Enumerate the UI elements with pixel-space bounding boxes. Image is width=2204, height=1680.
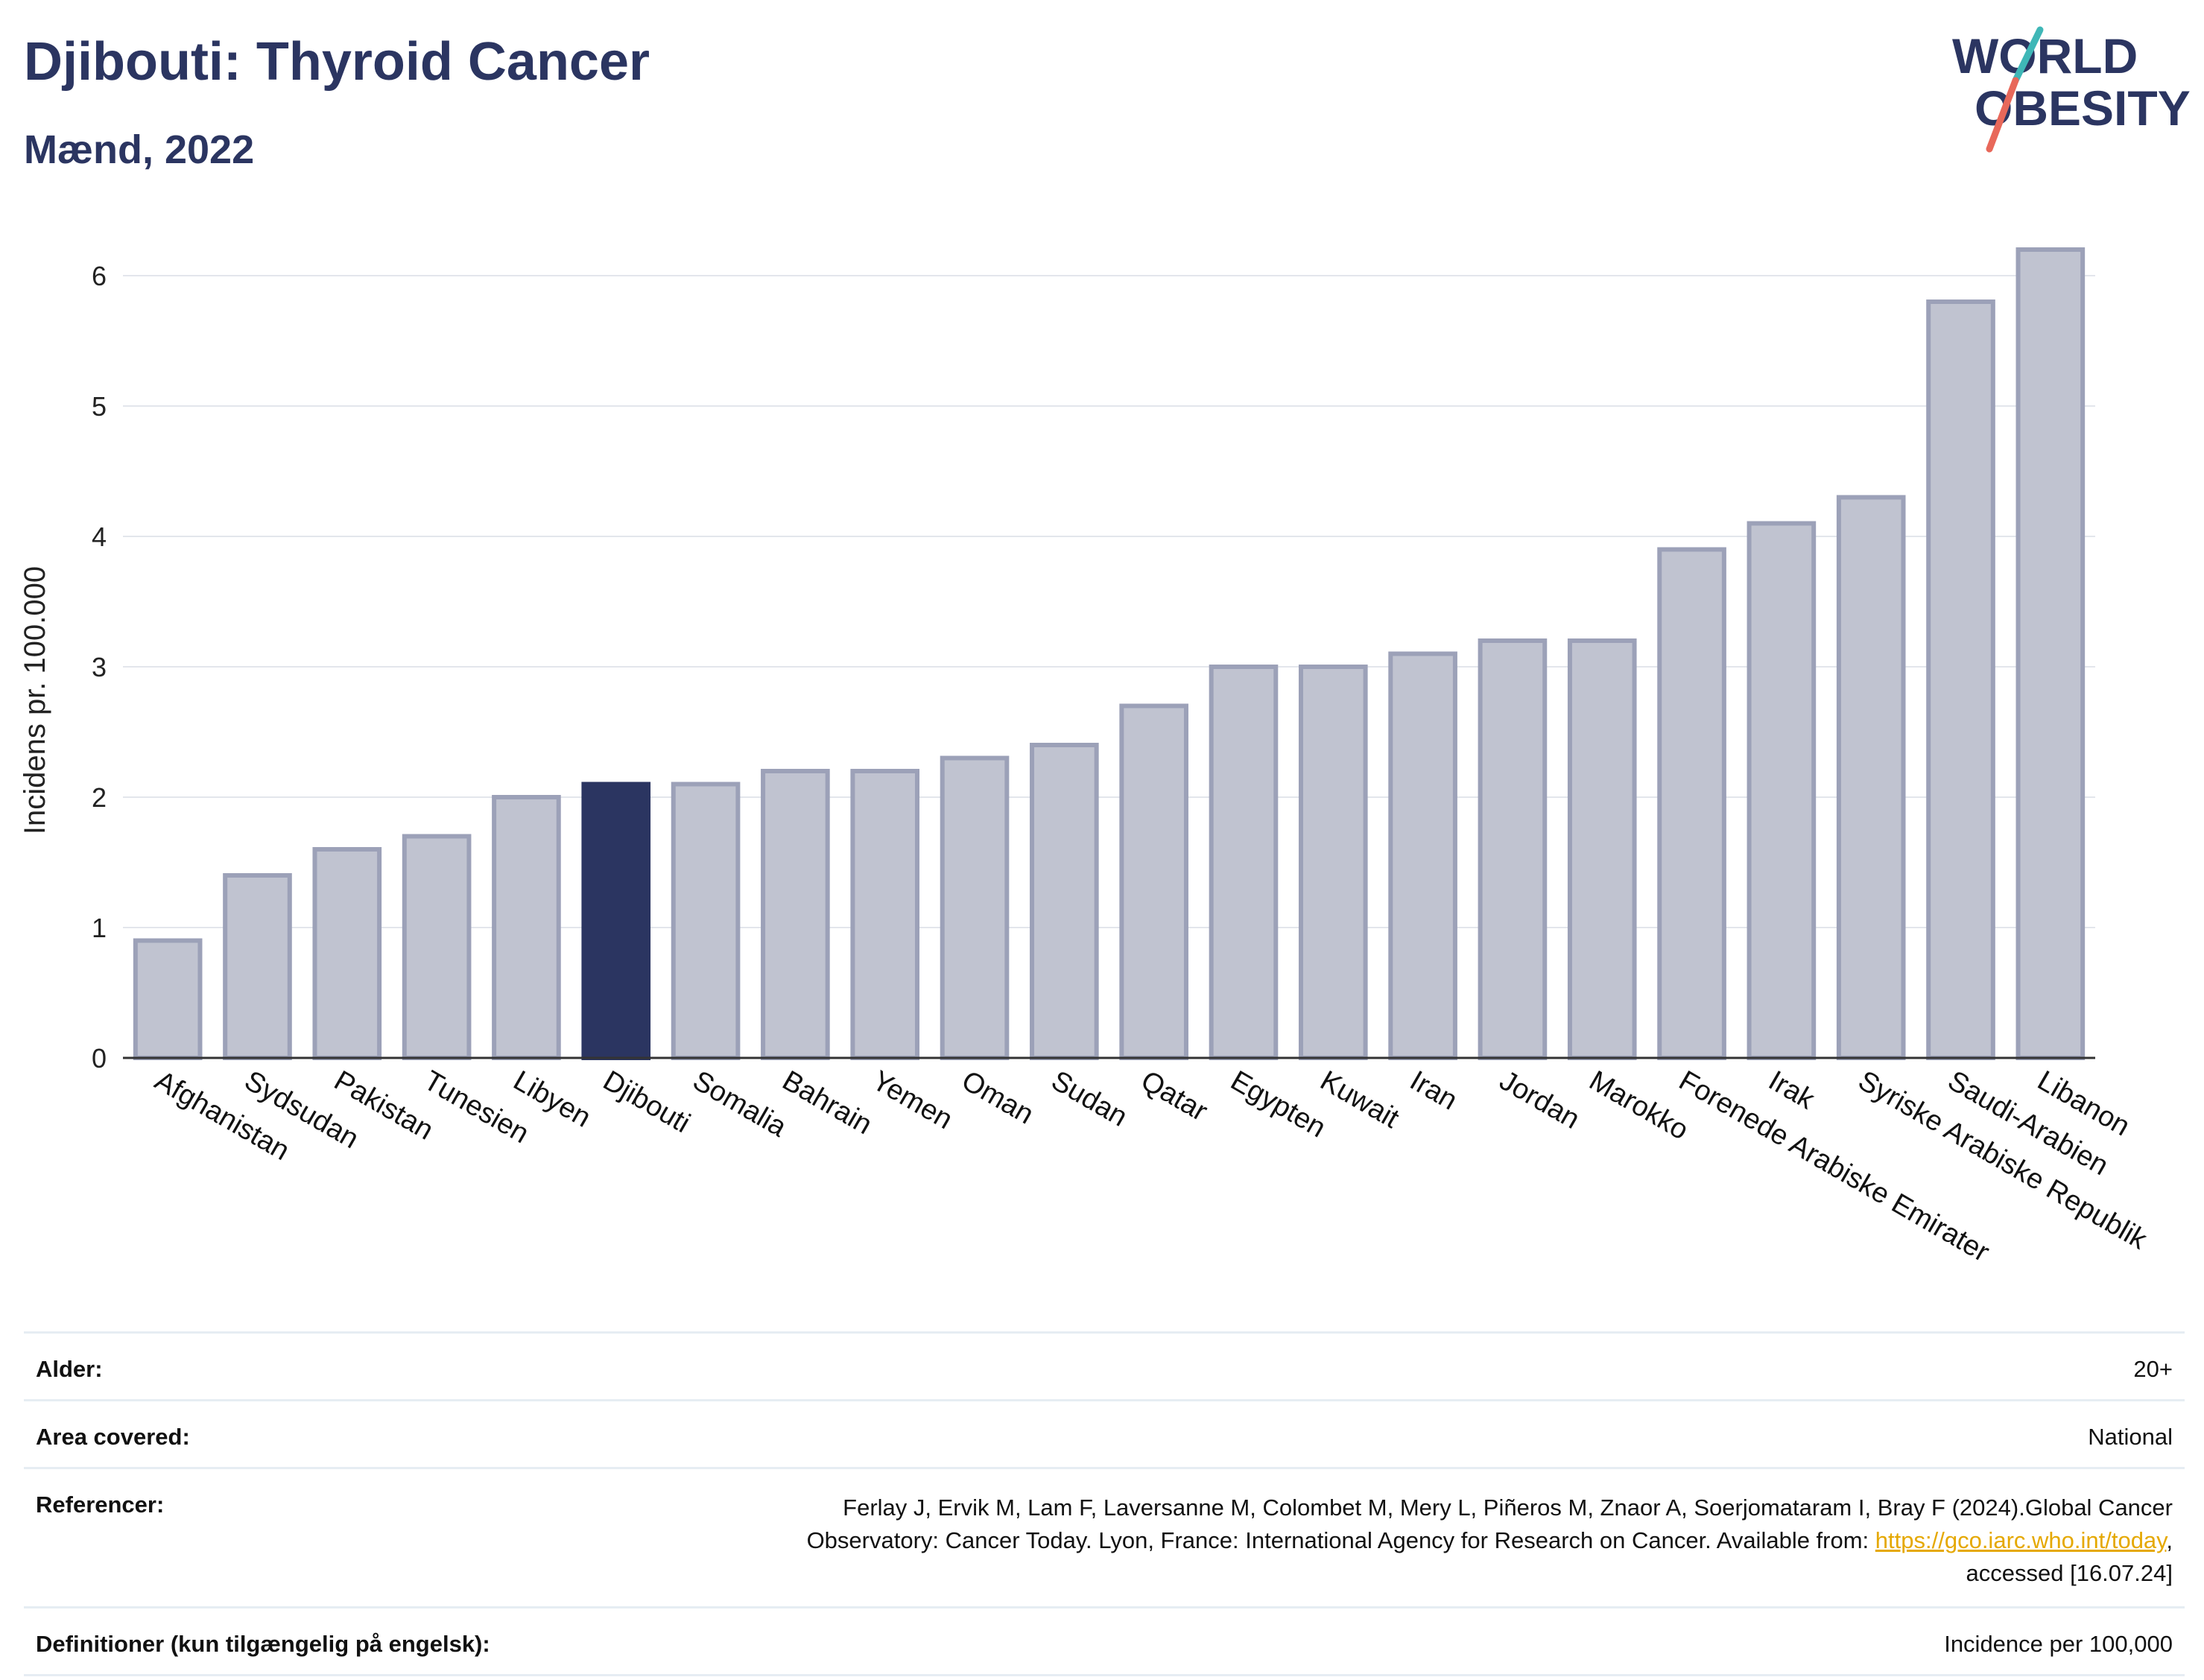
x-tick-label: Marokko <box>1584 1065 1694 1146</box>
x-tick-label: Sudan <box>1046 1065 1133 1132</box>
bar <box>1209 665 1279 1060</box>
reference-line-1: Ferlay J, Ervik M, Lam F, Laversanne M, … <box>843 1494 2173 1521</box>
logo-slash-red <box>1986 77 2019 153</box>
definitions-value: Incidence per 100,000 <box>1944 1631 2173 1657</box>
y-tick-labels: 0 1 2 3 4 5 6 <box>92 261 107 1074</box>
bar <box>850 769 920 1060</box>
chart-subtitle: Mænd, 2022 <box>24 127 255 172</box>
x-tick-label: Egypten <box>1225 1065 1331 1144</box>
area-label: Area covered: <box>36 1424 190 1450</box>
bar <box>1567 638 1637 1060</box>
x-tick-labels: AfghanistanSydsudanPakistanTunesienLibye… <box>150 1065 2153 1268</box>
reference-line-3: accessed [16.07.24] <box>1966 1560 2173 1586</box>
x-tick-label: Djibouti <box>598 1065 695 1139</box>
bar <box>940 755 1010 1060</box>
info-row-references: Referencer: Ferlay J, Ervik M, Lam F, La… <box>24 1467 2185 1606</box>
x-tick-label: Iran <box>1405 1065 1463 1116</box>
references-value: Ferlay J, Ervik M, Lam F, Laversanne M, … <box>807 1492 2173 1590</box>
x-tick-label: Somalia <box>688 1065 793 1143</box>
bar <box>1926 299 1995 1060</box>
bar <box>2015 247 2086 1060</box>
references-label: Referencer: <box>36 1492 165 1518</box>
bar <box>312 847 382 1060</box>
info-row-age: Alder: 20+ <box>24 1331 2185 1399</box>
y-axis-label: Incidens pr. 100.000 <box>19 566 51 834</box>
area-value: National <box>2088 1424 2173 1450</box>
info-row-area: Area covered: National <box>24 1399 2185 1467</box>
x-tick-label: Irak <box>1763 1065 1820 1116</box>
bar <box>223 873 292 1060</box>
logo-line-world: WORLD <box>1952 28 2138 83</box>
x-tick-label: Yemen <box>867 1065 957 1135</box>
x-tick-label: Forenede Arabiske Emirater <box>1673 1065 1995 1268</box>
x-tick-label: Bahrain <box>777 1065 877 1141</box>
bar <box>761 769 830 1060</box>
bar <box>1388 651 1457 1060</box>
y-tick-label: 3 <box>92 652 107 682</box>
bar <box>1747 521 1817 1060</box>
x-tick-label: Kuwait <box>1315 1065 1405 1135</box>
x-tick-label: Qatar <box>1136 1065 1213 1127</box>
x-tick-label: Oman <box>957 1065 1039 1130</box>
info-table: Alder: 20+ Area covered: National Refere… <box>24 1331 2185 1676</box>
chart-title: Djibouti: Thyroid Cancer <box>24 32 650 92</box>
bar <box>402 834 472 1060</box>
bar <box>1119 703 1188 1060</box>
reference-link[interactable]: https://gco.iarc.who.int/today <box>1875 1527 2167 1553</box>
x-tick-label: Jordan <box>1494 1065 1585 1135</box>
bar <box>133 938 203 1060</box>
bars <box>133 247 2086 1060</box>
y-tick-label: 2 <box>92 782 107 813</box>
age-value: 20+ <box>2133 1356 2173 1382</box>
bar <box>671 782 741 1060</box>
info-row-definitions: Definitioner (kun tilgængelig på engelsk… <box>24 1606 2185 1676</box>
bar-highlighted <box>581 782 651 1060</box>
y-tick-label: 0 <box>92 1043 107 1074</box>
world-obesity-logo: WORLD OBESITY <box>1952 26 2191 153</box>
reference-comma: , <box>2166 1527 2173 1553</box>
y-tick-label: 1 <box>92 913 107 943</box>
bar <box>1298 665 1368 1060</box>
bar <box>1478 638 1548 1060</box>
bar <box>492 795 561 1060</box>
y-tick-label: 4 <box>92 522 107 552</box>
bar <box>1836 495 1906 1060</box>
logo-slash-teal <box>2012 26 2044 84</box>
bar <box>1657 547 1726 1060</box>
definitions-label: Definitioner (kun tilgængelig på engelsk… <box>36 1631 490 1657</box>
reference-line-2: Observatory: Cancer Today. Lyon, France:… <box>806 1527 1875 1553</box>
y-tick-label: 5 <box>92 391 107 422</box>
age-label: Alder: <box>36 1356 103 1382</box>
y-tick-label: 6 <box>92 261 107 291</box>
bar-chart: 0 1 2 3 4 5 6 AfghanistanSydsudanPakistanTunes… <box>19 247 2153 1269</box>
bar <box>1030 743 1099 1060</box>
